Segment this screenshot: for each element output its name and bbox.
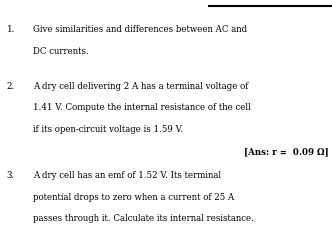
Text: passes through it. Calculate its internal resistance.: passes through it. Calculate its interna…	[33, 214, 254, 223]
Text: [Ans: r =  0.09 Ω]: [Ans: r = 0.09 Ω]	[244, 147, 329, 156]
Text: 1.41 V. Compute the internal resistance of the cell: 1.41 V. Compute the internal resistance …	[33, 103, 251, 112]
Text: potential drops to zero when a current of 25 A: potential drops to zero when a current o…	[33, 193, 234, 202]
Text: A dry cell has an emf of 1.52 V. Its terminal: A dry cell has an emf of 1.52 V. Its ter…	[33, 171, 221, 180]
Text: 2.: 2.	[7, 82, 15, 91]
Text: Give similarities and differences between AC and: Give similarities and differences betwee…	[33, 25, 247, 34]
Text: 3.: 3.	[7, 171, 15, 180]
Text: A dry cell delivering 2 A has a terminal voltage of: A dry cell delivering 2 A has a terminal…	[33, 82, 249, 91]
Text: DC currents.: DC currents.	[33, 47, 89, 56]
Text: 1.: 1.	[7, 25, 15, 34]
Text: if its open-circuit voltage is 1.59 V.: if its open-circuit voltage is 1.59 V.	[33, 125, 183, 134]
Text: [Ans: r =  0.061 Ω]: [Ans: r = 0.061 Ω]	[238, 236, 329, 237]
